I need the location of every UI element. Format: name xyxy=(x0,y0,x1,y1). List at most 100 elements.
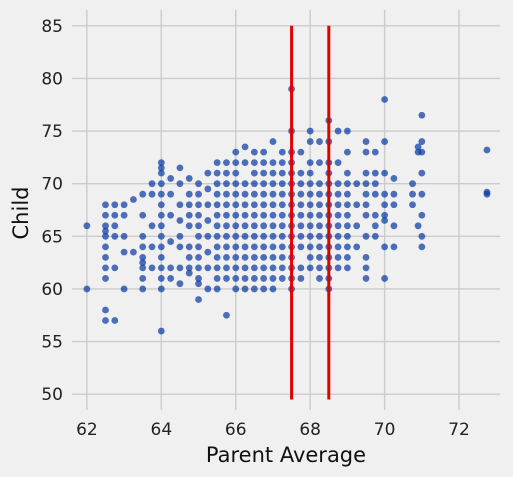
data-point xyxy=(381,211,389,219)
data-point xyxy=(278,169,286,177)
data-point xyxy=(83,285,91,293)
data-point xyxy=(223,180,230,188)
data-point xyxy=(223,201,230,209)
data-point xyxy=(353,222,361,230)
data-point xyxy=(250,275,258,282)
data-point xyxy=(362,138,370,145)
data-point xyxy=(213,169,221,177)
data-point xyxy=(269,285,277,293)
data-point xyxy=(102,306,109,314)
data-point xyxy=(260,285,268,293)
data-point xyxy=(232,159,240,167)
data-point xyxy=(223,190,230,198)
data-point xyxy=(371,180,379,188)
data-point xyxy=(167,275,175,282)
data-point xyxy=(102,227,109,235)
data-point xyxy=(120,211,128,219)
data-point xyxy=(316,180,323,188)
data-point xyxy=(316,275,323,282)
data-point xyxy=(414,143,422,151)
data-point xyxy=(157,159,165,167)
data-point xyxy=(260,190,268,198)
data-point xyxy=(278,148,286,156)
data-point xyxy=(297,232,305,240)
data-point xyxy=(297,243,305,251)
data-point xyxy=(232,169,240,177)
data-point xyxy=(381,201,389,209)
data-point xyxy=(344,243,351,251)
data-point xyxy=(213,232,221,240)
data-point xyxy=(334,201,342,209)
data-point xyxy=(297,169,305,177)
data-point xyxy=(148,180,156,188)
data-point xyxy=(334,211,342,219)
data-point xyxy=(250,148,258,156)
data-point xyxy=(195,264,202,272)
data-point xyxy=(120,232,128,240)
data-point xyxy=(362,253,370,261)
x-tick-label: 70 xyxy=(374,420,396,440)
x-tick-label: 62 xyxy=(76,420,98,440)
data-point xyxy=(297,180,305,188)
data-point xyxy=(362,180,370,188)
data-point xyxy=(102,201,109,209)
data-point xyxy=(260,180,268,188)
data-point xyxy=(195,211,202,219)
data-point xyxy=(241,275,249,282)
data-point xyxy=(195,275,202,282)
data-point xyxy=(157,222,165,230)
data-point xyxy=(241,222,249,230)
data-point xyxy=(260,159,268,167)
data-point xyxy=(241,211,249,219)
data-point xyxy=(371,222,379,230)
y-tick-label: 55 xyxy=(41,333,63,353)
data-point xyxy=(176,217,184,224)
data-point xyxy=(250,264,258,272)
data-point xyxy=(353,180,361,188)
data-point xyxy=(102,243,109,251)
data-point xyxy=(213,211,221,219)
data-point xyxy=(297,211,305,219)
data-point xyxy=(344,169,351,177)
data-point xyxy=(102,264,109,272)
data-point xyxy=(250,169,258,177)
data-point xyxy=(157,190,165,198)
data-point xyxy=(381,190,389,198)
data-point xyxy=(260,253,268,261)
data-point xyxy=(232,243,240,251)
data-point xyxy=(344,180,351,188)
data-point xyxy=(204,217,212,224)
data-point xyxy=(185,175,193,182)
y-tick-label: 80 xyxy=(41,69,63,89)
y-tick-label: 50 xyxy=(41,385,63,405)
data-point xyxy=(306,243,314,251)
data-point xyxy=(223,159,230,167)
data-point xyxy=(241,201,249,209)
y-tick-label: 60 xyxy=(41,280,63,300)
data-point xyxy=(204,185,212,193)
data-point xyxy=(120,248,128,256)
data-point xyxy=(334,232,342,240)
data-point xyxy=(316,190,323,198)
data-point xyxy=(316,253,323,261)
data-point xyxy=(316,243,323,251)
data-point xyxy=(213,275,221,282)
x-tick-label: 68 xyxy=(299,420,321,440)
data-point xyxy=(250,201,258,209)
data-point xyxy=(167,238,175,245)
data-point xyxy=(306,190,314,198)
data-point xyxy=(250,232,258,240)
data-point xyxy=(260,148,268,156)
data-point xyxy=(344,190,351,198)
data-point xyxy=(232,275,240,282)
data-point xyxy=(260,201,268,209)
data-point xyxy=(269,275,277,282)
data-point xyxy=(250,253,258,261)
data-point xyxy=(306,201,314,209)
data-point xyxy=(223,232,230,240)
data-point xyxy=(185,264,193,272)
data-point xyxy=(204,232,212,240)
x-tick-label: 66 xyxy=(225,420,247,440)
data-point xyxy=(316,211,323,219)
data-point xyxy=(185,190,193,198)
